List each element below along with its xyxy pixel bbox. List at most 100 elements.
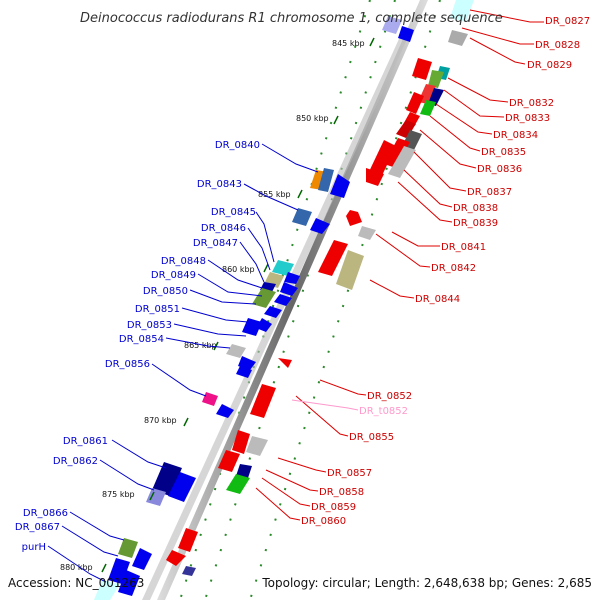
feature-forward[interactable] [336, 250, 364, 290]
feature-forward[interactable] [396, 120, 416, 138]
feature-reverse[interactable] [216, 404, 234, 418]
leader-line [429, 115, 481, 152]
feature-forward[interactable] [346, 210, 362, 226]
gene-label[interactable]: DR_0867 [15, 522, 60, 533]
feature-forward[interactable] [406, 92, 424, 114]
feature-forward[interactable] [318, 240, 348, 276]
feature-forward[interactable] [384, 138, 410, 168]
feature-forward[interactable] [236, 464, 252, 478]
gene-label[interactable]: DR_0858 [319, 487, 364, 498]
gene-label[interactable]: DR_0834 [493, 130, 538, 141]
gene-label[interactable]: DR_0857 [327, 468, 372, 479]
feature-forward[interactable] [388, 146, 416, 178]
gene-label[interactable]: DR_0853 [127, 320, 172, 331]
feature-forward[interactable] [178, 528, 198, 552]
gene-label[interactable]: DR_0839 [453, 218, 498, 229]
feature-reverse[interactable] [272, 260, 294, 276]
gene-label[interactable]: DR_0860 [301, 516, 346, 527]
right-leader-lines [255, 9, 544, 521]
feature-reverse[interactable] [264, 306, 282, 318]
feature-reverse[interactable] [252, 288, 276, 308]
leader-line [435, 103, 493, 135]
gene-label[interactable]: DR_0846 [201, 223, 246, 234]
feature-reverse[interactable] [108, 558, 130, 584]
gene-label[interactable]: DR_0849 [151, 270, 196, 281]
feature-forward[interactable] [166, 550, 186, 566]
feature-reverse[interactable] [318, 168, 334, 192]
gene-label[interactable]: DR_0838 [453, 203, 498, 214]
feature-forward[interactable] [250, 384, 276, 418]
feature-reverse[interactable] [292, 208, 312, 226]
feature-reverse[interactable] [226, 344, 246, 358]
gene-label[interactable]: DR_0827 [545, 16, 590, 27]
feature-reverse[interactable] [202, 392, 218, 406]
leader-line [295, 395, 349, 437]
gene-label[interactable]: DR_0851 [135, 304, 180, 315]
feature-reverse[interactable] [132, 548, 152, 570]
feature-forward[interactable] [366, 168, 384, 186]
feature-forward[interactable] [420, 100, 436, 116]
gene-label[interactable]: DR_0848 [161, 256, 206, 267]
feature-reverse[interactable] [382, 16, 402, 34]
gene-label[interactable]: DR_0833 [505, 113, 550, 124]
feature-forward[interactable] [246, 436, 268, 456]
feature-reverse[interactable] [146, 488, 166, 506]
gene-label[interactable]: DR_0836 [477, 164, 522, 175]
gene-label[interactable]: DR_0859 [311, 502, 356, 513]
feature-reverse[interactable] [450, 0, 474, 22]
feature-reverse[interactable] [182, 566, 196, 576]
feature-reverse[interactable] [168, 472, 196, 502]
gene-label[interactable]: DR_0832 [509, 98, 554, 109]
feature-reverse[interactable] [118, 538, 138, 558]
gene-label[interactable]: DR_0850 [143, 286, 188, 297]
feature-reverse[interactable] [310, 218, 330, 234]
gene-label-rna[interactable]: DR_t0852 [359, 406, 408, 417]
leader-line-rna [291, 399, 359, 411]
feature-reverse[interactable] [256, 318, 272, 332]
gene-label[interactable]: DR_0842 [431, 263, 476, 274]
feature-reverse[interactable] [236, 366, 252, 378]
gene-label[interactable]: DR_0845 [211, 207, 256, 218]
gene-label[interactable]: DR_0861 [63, 436, 108, 447]
feature-forward[interactable] [428, 70, 444, 88]
gene-label[interactable]: purH [22, 542, 46, 553]
feature-reverse[interactable] [238, 356, 256, 370]
feature-reverse[interactable] [242, 318, 262, 336]
feature-forward[interactable] [358, 226, 376, 240]
gene-label[interactable]: DR_0840 [215, 140, 260, 151]
gene-label[interactable]: DR_0866 [23, 508, 68, 519]
leader-line [47, 545, 107, 583]
feature-reverse[interactable] [284, 272, 300, 284]
gene-label[interactable]: DR_0844 [415, 294, 460, 305]
feature-forward[interactable] [232, 430, 250, 454]
gene-label[interactable]: DR_0828 [535, 40, 580, 51]
feature-reverse[interactable] [280, 282, 298, 296]
feature-reverse[interactable] [94, 580, 120, 600]
feature-forward[interactable] [218, 450, 240, 472]
leader-line [319, 379, 367, 396]
gene-label[interactable]: DR_0847 [193, 238, 238, 249]
gene-label[interactable]: DR_0835 [481, 147, 526, 158]
gene-label[interactable]: DR_0855 [349, 432, 394, 443]
feature-forward[interactable] [278, 358, 292, 368]
leader-line [189, 289, 257, 305]
tick-mark [183, 417, 189, 427]
gene-label[interactable]: DR_0841 [441, 242, 486, 253]
gene-label[interactable]: DR_0829 [527, 60, 572, 71]
gene-label[interactable]: DR_0843 [197, 179, 242, 190]
feature-reverse[interactable] [398, 26, 414, 42]
feature-reverse[interactable] [448, 30, 468, 46]
gene-label[interactable]: DR_0862 [53, 456, 98, 467]
tick-label-845: 845 kbp [332, 39, 365, 48]
gene-label[interactable]: DR_0856 [105, 359, 150, 370]
feature-reverse[interactable] [118, 570, 140, 596]
feature-reverse[interactable] [274, 294, 292, 306]
feature-forward[interactable] [412, 58, 432, 80]
leader-line [243, 183, 299, 211]
gene-label[interactable]: DR_0852 [367, 391, 412, 402]
gene-label[interactable]: DR_0854 [119, 334, 164, 345]
gene-label[interactable]: DR_0837 [467, 187, 512, 198]
feature-reverse[interactable] [330, 174, 350, 198]
feature-reverse[interactable] [152, 462, 182, 496]
feature-forward[interactable] [226, 474, 250, 494]
